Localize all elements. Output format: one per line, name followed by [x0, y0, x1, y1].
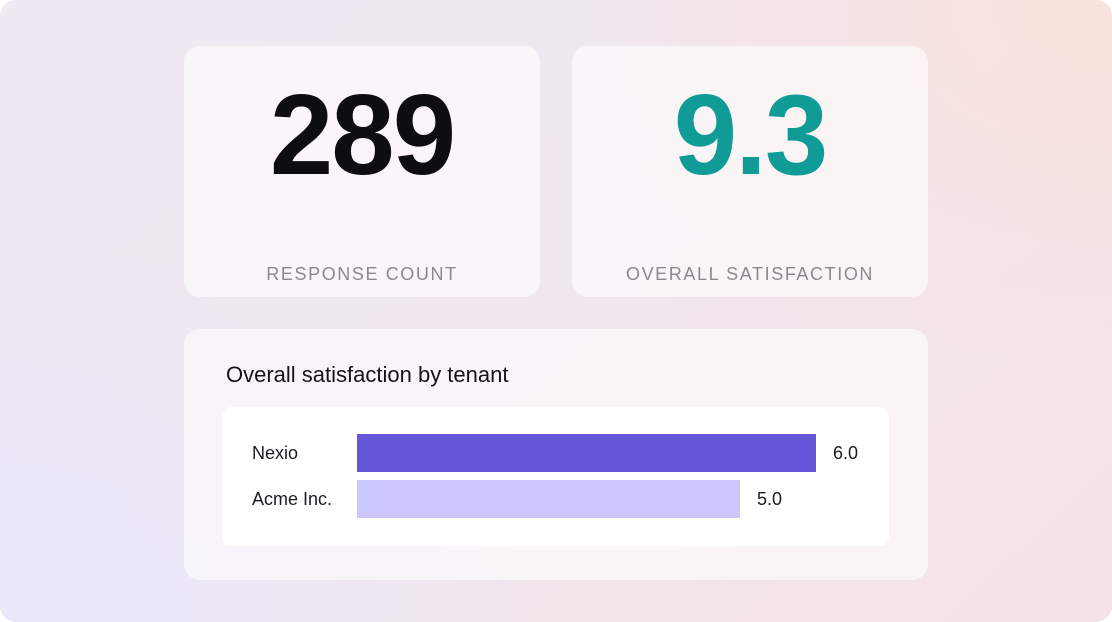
- response-count-value: 289: [269, 72, 456, 199]
- bar-row: Acme Inc. 5.0: [222, 480, 889, 518]
- satisfaction-by-tenant-card: Overall satisfaction by tenant Nexio 6.0 A…: [184, 329, 928, 580]
- overall-satisfaction-card: 9.3 OVERALL SATISFACTION: [572, 46, 928, 297]
- bar-label: Nexio: [252, 443, 299, 463]
- bar-label: Acme Inc.: [252, 489, 333, 509]
- bar-value-label: 6.0: [833, 443, 859, 463]
- bar: [357, 480, 740, 518]
- response-count-label: RESPONSE COUNT: [266, 264, 458, 284]
- overall-satisfaction-value: 9.3: [673, 72, 828, 199]
- overall-satisfaction-label: OVERALL SATISFACTION: [625, 264, 875, 284]
- bar-row: Nexio 6.0: [222, 434, 889, 472]
- bar-chart: Nexio 6.0 Acme Inc. 5.0: [222, 407, 889, 546]
- response-count-card: 289 RESPONSE COUNT: [184, 46, 540, 297]
- bar: [357, 434, 816, 472]
- chart-title: Overall satisfaction by tenant: [226, 362, 509, 387]
- bar-value-label: 5.0: [757, 489, 783, 509]
